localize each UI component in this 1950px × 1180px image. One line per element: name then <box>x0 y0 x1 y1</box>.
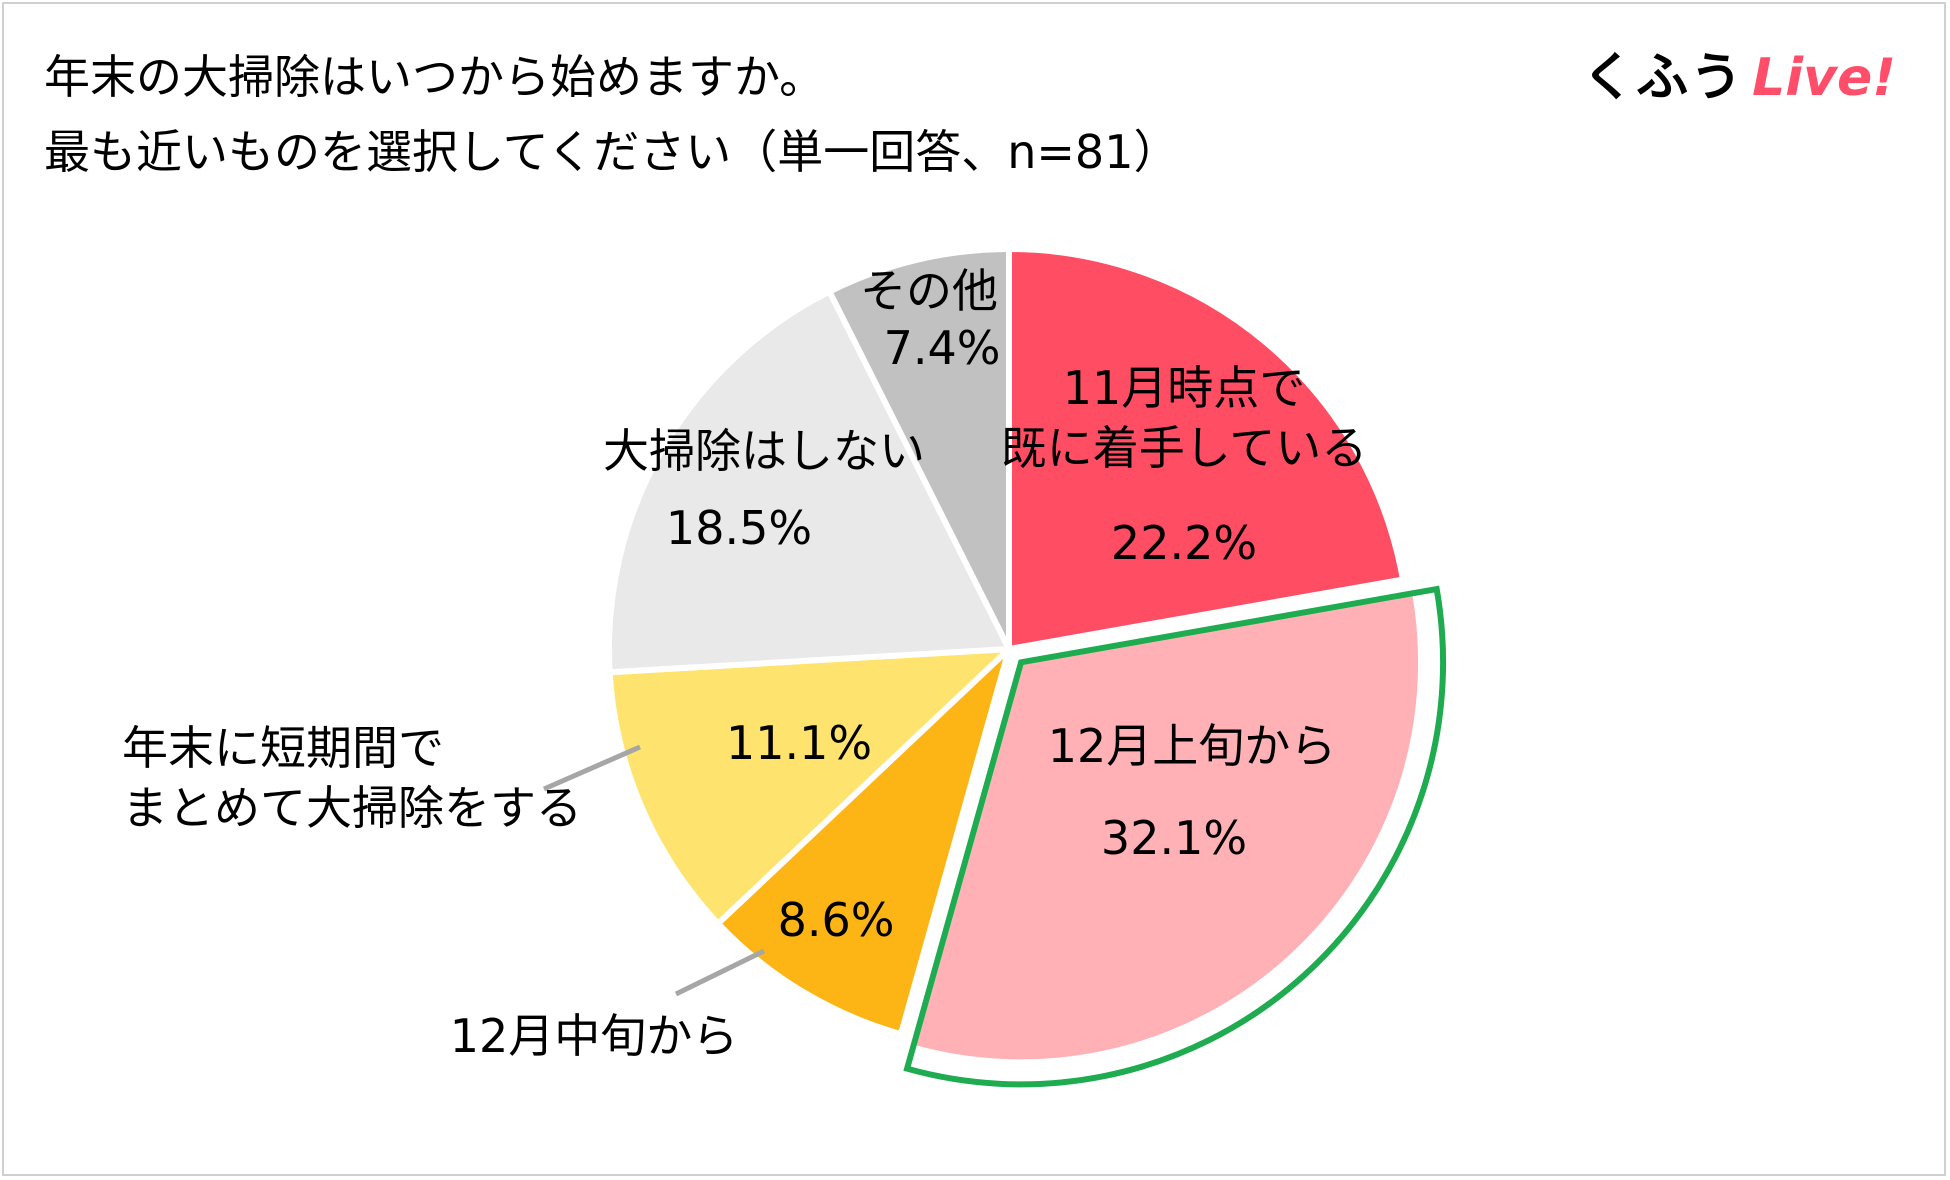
leader-line-2 <box>674 948 766 997</box>
pie-slice-4 <box>606 288 1012 676</box>
slice-value-1: 32.1% <box>1101 811 1247 865</box>
pie-slice-1 <box>910 589 1425 1066</box>
leader-line-3 <box>542 744 642 792</box>
pie-slice-5 <box>826 246 1012 652</box>
slice-label-3-line-0: 年末に短期間で <box>122 721 444 775</box>
slice-label-2-line-0: 12月中旬から <box>450 1009 739 1063</box>
logo-text-live: Live! <box>1752 48 1896 108</box>
kufu-live-logo: くふう Live! <box>1582 52 1896 104</box>
pie-slice-0 <box>1006 246 1406 652</box>
pie-slice-3 <box>606 646 1012 927</box>
slice-label-0-line-0: 11月時点で <box>1063 361 1306 415</box>
chart-title-line-1: 年末の大掃除はいつから始めますか。 <box>44 50 826 104</box>
logo-text-kufu: くふう <box>1582 48 1745 108</box>
highlight-outline <box>903 585 1447 1088</box>
slice-label-4-line-0: 大掃除はしない <box>603 424 925 478</box>
slice-value-4: 18.5% <box>666 501 812 555</box>
slice-label-3-line-1: まとめて大掃除をする <box>122 781 582 835</box>
chart-title-line-2: 最も近いものを選択してください（単一回答、n=81） <box>44 125 1180 179</box>
slice-label-5-line-0: その他 <box>860 264 998 318</box>
slice-value-3: 11.1% <box>726 716 872 770</box>
slice-value-0: 22.2% <box>1111 516 1257 570</box>
slice-label-1-line-0: 12月上旬から <box>1048 719 1337 773</box>
slice-value-2: 8.6% <box>778 893 895 947</box>
slice-value-5: 7.4% <box>884 321 1001 375</box>
slice-label-0-line-1: 既に着手している <box>1001 421 1368 475</box>
pie-slice-2 <box>715 646 1012 1038</box>
